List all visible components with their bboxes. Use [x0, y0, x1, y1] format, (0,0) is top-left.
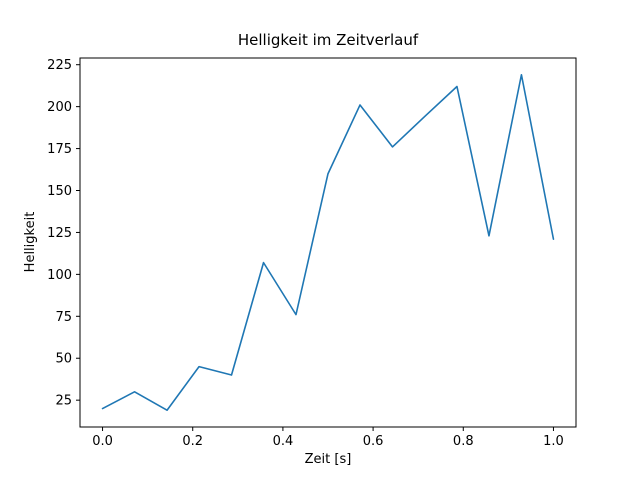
- data-line-series: [101, 73, 555, 412]
- y-tick-label: 175: [47, 142, 72, 157]
- x-tick-label: 0.6: [363, 434, 384, 449]
- x-tick-label: 0.2: [182, 434, 203, 449]
- x-tick-label: 1.0: [543, 434, 564, 449]
- plot-area: 0.0 0.2 0.4 0.6 0.8 1.0 25 50 75 100 125 150 175 200 2…: [47, 57, 577, 449]
- y-tick-label: 25: [55, 394, 72, 409]
- y-tick-label: 50: [55, 352, 72, 367]
- x-tick-label: 0.8: [453, 434, 474, 449]
- y-axis-label: Helligkeit: [23, 212, 38, 273]
- y-tick-label: 125: [47, 226, 72, 241]
- x-tick-label: 0.4: [273, 434, 294, 449]
- y-tick-label: 100: [47, 268, 72, 283]
- y-tick-label: 225: [47, 58, 72, 73]
- x-axis-label: Zeit [s]: [305, 452, 352, 467]
- y-tick-label: 150: [47, 184, 72, 199]
- y-tick-label: 75: [55, 310, 72, 325]
- axes-spines: [79, 57, 577, 428]
- chart-title: Helligkeit im Zeitverlauf: [238, 31, 419, 49]
- x-tick-label: 0.0: [92, 434, 113, 449]
- y-tick-label: 200: [47, 100, 72, 115]
